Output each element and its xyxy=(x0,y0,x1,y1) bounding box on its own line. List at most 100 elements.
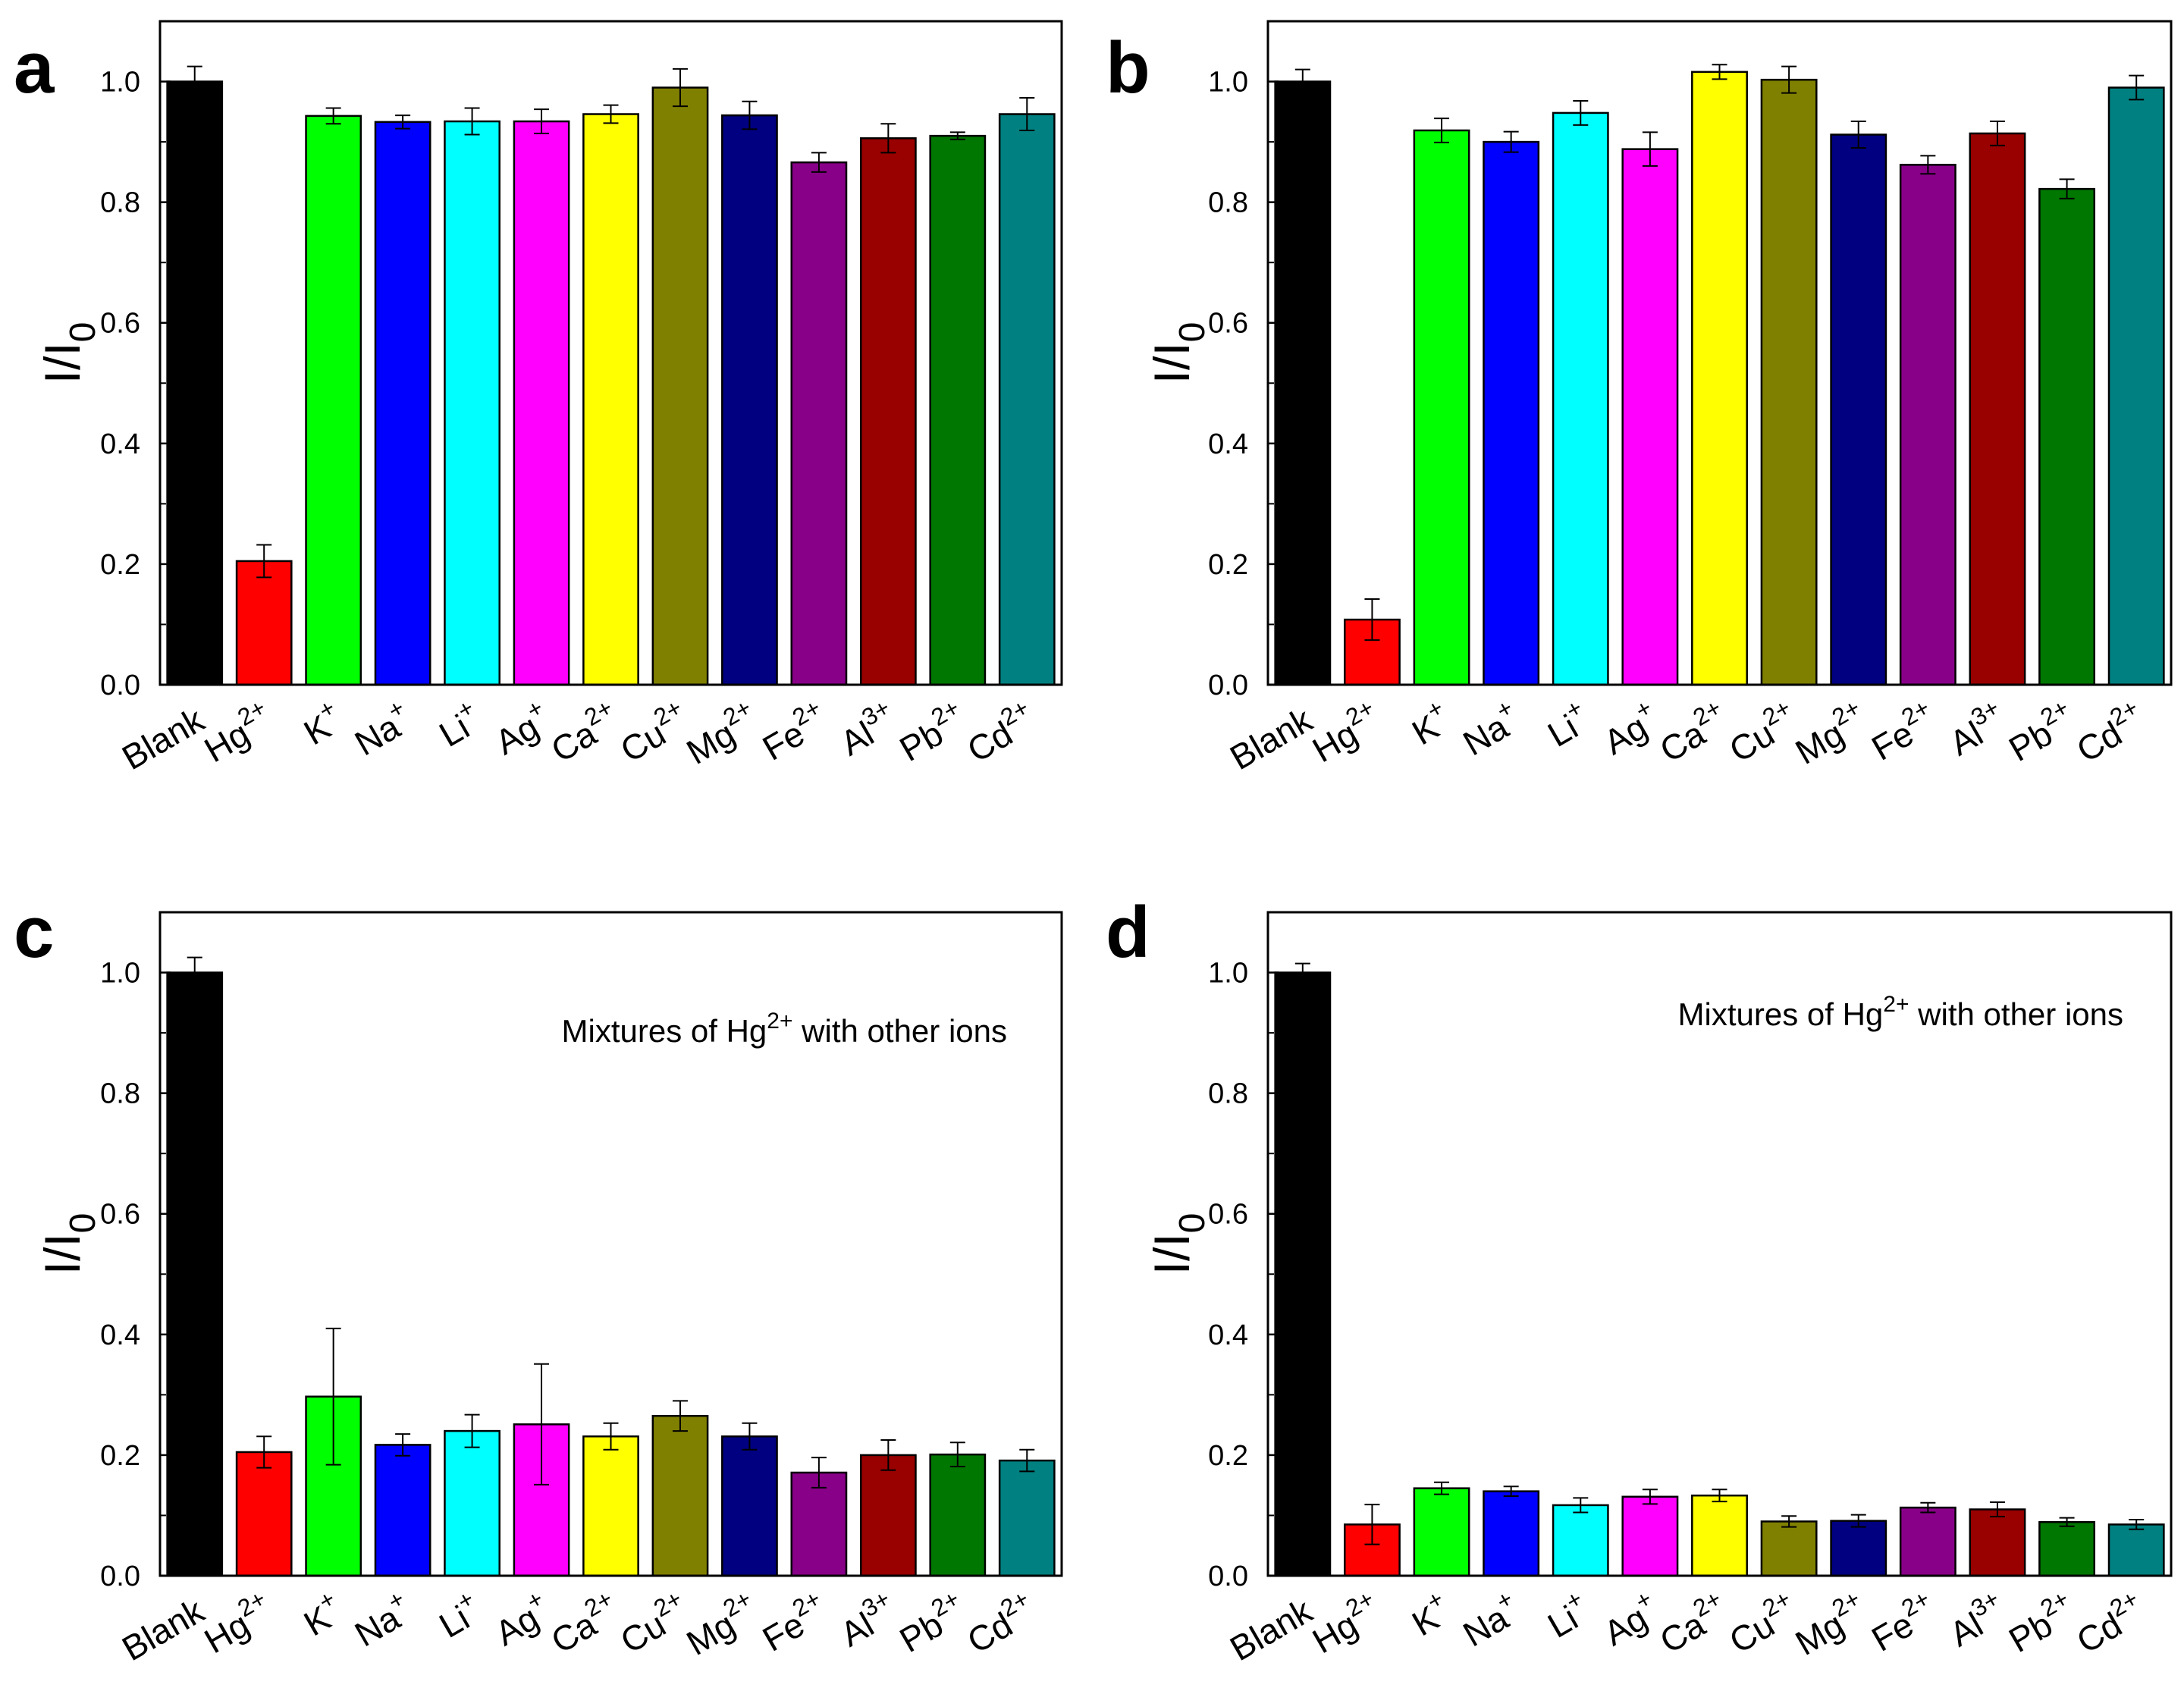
y-tick-label: 0.4 xyxy=(1208,1319,1248,1351)
bar xyxy=(166,971,224,1577)
bar xyxy=(1413,129,1470,686)
bar xyxy=(582,1435,639,1577)
bar xyxy=(998,113,1056,686)
bar xyxy=(305,115,362,686)
plot-frame xyxy=(1266,911,2173,1577)
y-tick-label: 0.6 xyxy=(100,1199,140,1231)
x-tick-label: Blank xyxy=(1223,699,1320,777)
bar xyxy=(166,80,224,686)
bar xyxy=(1899,164,1956,686)
bar xyxy=(929,134,987,686)
bar xyxy=(1552,111,1609,686)
bar xyxy=(998,1459,1056,1577)
bar xyxy=(582,113,639,686)
annotation-post: with other ions xyxy=(793,1013,1007,1049)
x-tick-label: Fe2+ xyxy=(1862,694,1944,768)
bar xyxy=(1969,1508,2026,1577)
bar xyxy=(2107,86,2165,686)
x-tick-label: Na+ xyxy=(344,1585,419,1655)
bar xyxy=(1483,140,1540,686)
annotation-pre: Mixtures of Hg xyxy=(1678,996,1884,1032)
bar xyxy=(651,86,709,686)
bar xyxy=(790,161,848,686)
y-tick-label: 0.6 xyxy=(1208,308,1248,340)
panel-letter: c xyxy=(14,892,54,973)
bar xyxy=(929,1453,987,1577)
bar xyxy=(1413,1487,1470,1577)
bar xyxy=(2107,1523,2165,1577)
y-axis-title-main: I/I xyxy=(1144,342,1200,384)
x-tick-label: Ag+ xyxy=(1593,1585,1665,1653)
x-tick-label: Fe2+ xyxy=(1862,1585,1944,1659)
bar xyxy=(859,1454,917,1577)
y-axis-title-sub: 0 xyxy=(1172,322,1213,343)
plot-frame xyxy=(158,20,1063,686)
bar xyxy=(1899,1506,1956,1577)
x-tick-label: K+ xyxy=(293,1585,349,1644)
y-tick-label: 0.8 xyxy=(100,187,140,219)
x-tick-label: Hg2+ xyxy=(194,694,280,770)
x-tick-label: Ca2+ xyxy=(541,1585,626,1661)
y-tick-label: 0.6 xyxy=(100,308,140,340)
y-tick-label: 0.4 xyxy=(1208,428,1248,460)
x-tick-label: Pb2+ xyxy=(1999,1585,2083,1660)
bar xyxy=(1969,132,2026,686)
bar xyxy=(1483,1490,1540,1577)
plot-frame xyxy=(158,911,1063,1577)
bar xyxy=(1691,1494,1748,1577)
x-tick-label: Pb2+ xyxy=(1999,694,2083,769)
annotation-post: with other ions xyxy=(1909,996,2123,1032)
bar xyxy=(235,1451,293,1577)
x-tick-label: Cu2+ xyxy=(610,694,696,770)
x-tick-label: Ca2+ xyxy=(541,694,626,770)
y-tick-label: 1.0 xyxy=(100,67,140,99)
y-tick-label: 1.0 xyxy=(1208,958,1248,990)
annotation-sup: 2+ xyxy=(767,1009,792,1034)
y-tick-label: 0.4 xyxy=(100,428,140,460)
y-axis-title-sub: 0 xyxy=(63,322,103,343)
x-tick-label-base: Blank xyxy=(115,1590,212,1668)
x-tick-label: Mg2+ xyxy=(676,1585,765,1663)
x-tick-label: Al3+ xyxy=(1939,694,2013,764)
bar xyxy=(1621,1495,1679,1577)
x-tick-label: Fe2+ xyxy=(752,694,835,768)
x-tick-label: Li+ xyxy=(429,1585,488,1646)
x-tick-label: Cu2+ xyxy=(1719,1585,1805,1661)
y-tick-label: 0.8 xyxy=(1208,187,1248,219)
panel-letter: b xyxy=(1106,27,1150,108)
y-tick-label: 0.2 xyxy=(1208,549,1248,581)
y-tick-label: 1.0 xyxy=(100,958,140,990)
bar xyxy=(444,1429,500,1577)
annotation-sup: 2+ xyxy=(1883,992,1909,1017)
y-axis-title-main: I/I xyxy=(34,342,90,384)
bar xyxy=(513,120,570,686)
x-tick-label: Na+ xyxy=(1453,1585,1527,1655)
x-tick-label: Mg2+ xyxy=(1785,694,1874,772)
x-tick-label: Blank xyxy=(115,1590,212,1668)
bar xyxy=(721,1435,778,1577)
x-tick-label: K+ xyxy=(1402,1585,1458,1644)
x-tick-label: Na+ xyxy=(1453,694,1527,764)
x-tick-label: Blank xyxy=(1223,1590,1320,1668)
x-tick-label: Mg2+ xyxy=(1785,1585,1874,1663)
y-axis-title: I/I0 xyxy=(34,1213,103,1275)
y-tick-label: 0.4 xyxy=(100,1319,140,1351)
x-tick-label: Cd2+ xyxy=(2066,1585,2152,1661)
x-tick-label: Ag+ xyxy=(485,694,557,762)
bar xyxy=(1830,133,1887,686)
y-tick-label: 0.0 xyxy=(1208,1561,1248,1592)
x-tick-label: Blank xyxy=(115,699,212,777)
x-tick-label: Ag+ xyxy=(1593,694,1665,762)
bar xyxy=(1760,1520,1818,1577)
x-tick-label: Li+ xyxy=(429,694,488,755)
x-tick-label: Ag+ xyxy=(485,1585,557,1653)
bar xyxy=(235,560,293,686)
x-tick-label: Li+ xyxy=(1538,694,1597,755)
x-tick-label: Cd2+ xyxy=(957,1585,1043,1661)
x-tick-label-base: Blank xyxy=(115,699,212,777)
annotation: Mixtures of Hg2+ with other ions xyxy=(1678,992,2123,1032)
y-tick-label: 0.2 xyxy=(100,549,140,581)
